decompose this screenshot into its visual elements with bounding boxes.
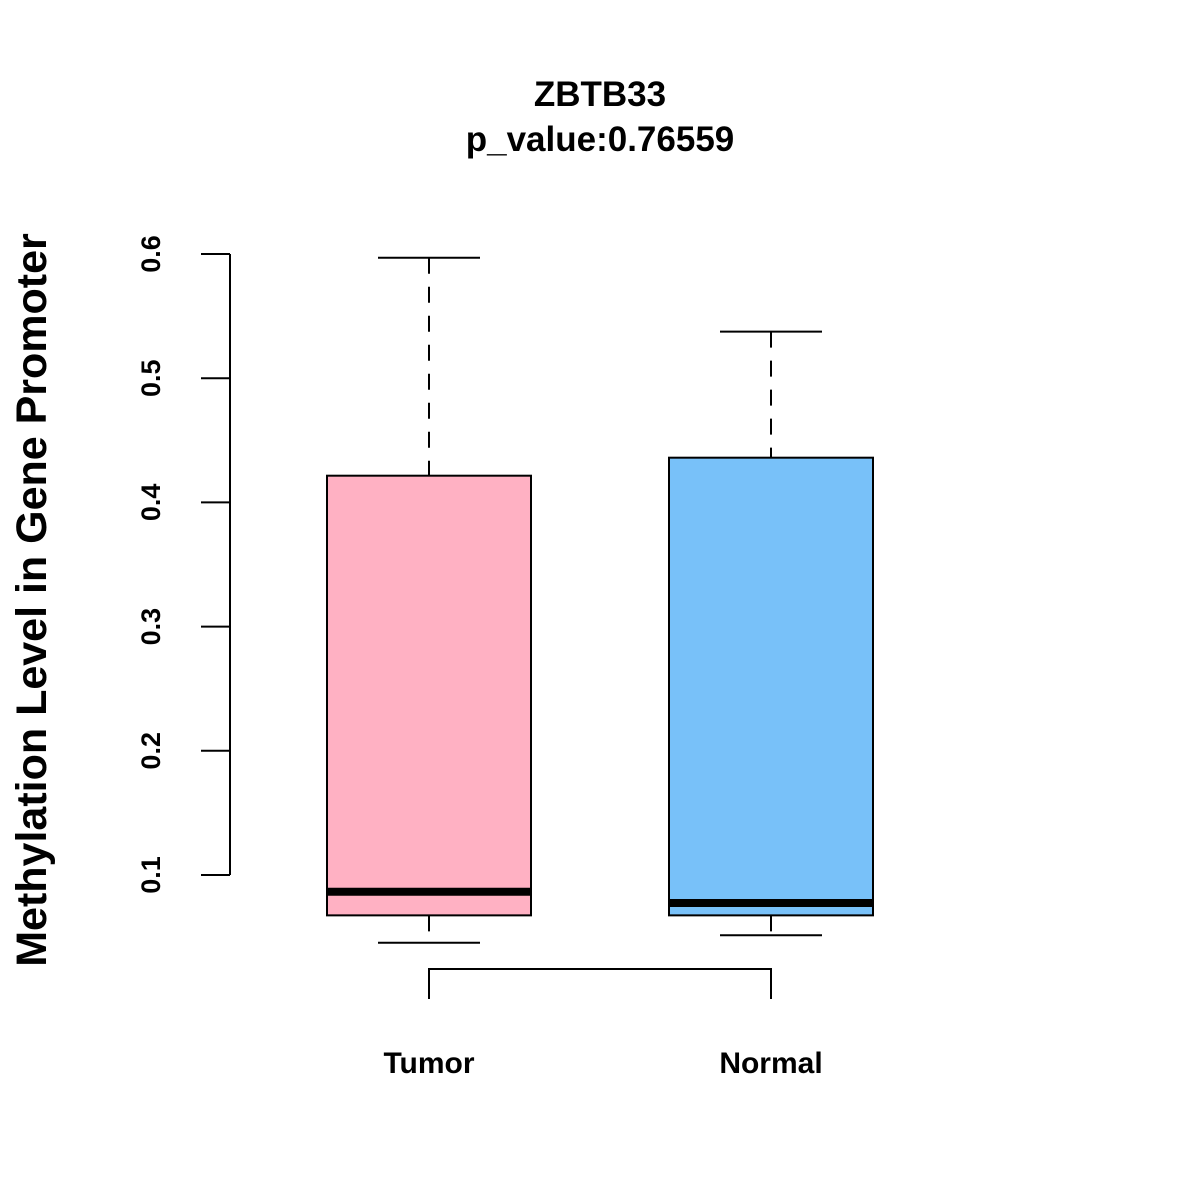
- y-tick-label-0: 0.1: [136, 856, 166, 894]
- bracket-line: [428, 968, 772, 999]
- y-axis: 0.1 0.2 0.3 0.4 0.5 0.6: [136, 235, 231, 894]
- iqr-box: [668, 456, 874, 917]
- category-label-normal: Normal: [719, 1047, 822, 1080]
- comparison-bracket: [428, 968, 772, 999]
- chart-title: ZBTB33: [534, 75, 666, 114]
- y-tick-label-2: 0.3: [136, 608, 166, 646]
- y-tick-label-4: 0.5: [136, 359, 166, 397]
- iqr-box: [326, 474, 532, 917]
- category-label-tumor: Tumor: [383, 1047, 474, 1080]
- box-normal: [668, 330, 874, 937]
- y-axis-label: Methylation Level in Gene Promoter: [8, 233, 56, 967]
- y-tick-label-1: 0.2: [136, 732, 166, 770]
- chart-subtitle: p_value:0.76559: [466, 120, 735, 159]
- y-tick-label-5: 0.6: [136, 235, 166, 273]
- box-tumor: [326, 256, 532, 944]
- category-labels: Tumor Normal: [383, 1047, 822, 1080]
- y-tick-label-3: 0.4: [136, 484, 166, 522]
- boxes: [326, 256, 874, 944]
